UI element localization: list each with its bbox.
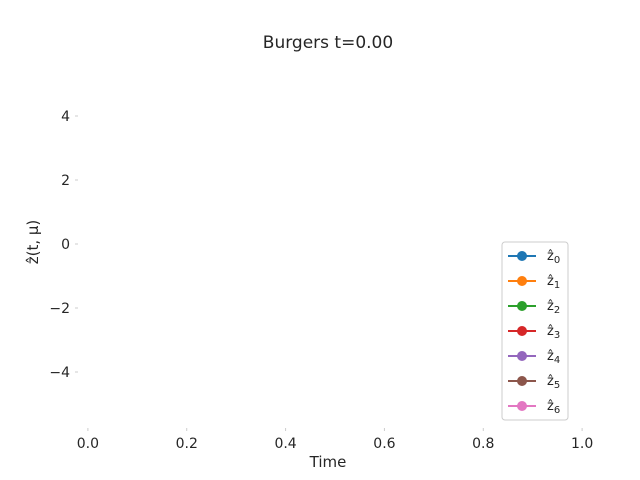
x-tick-label: 0.4 (274, 436, 296, 452)
y-tick-label: 0 (61, 237, 70, 253)
x-tick-label: 1.0 (571, 436, 593, 452)
legend-item: ẑ5 (508, 374, 560, 391)
legend-marker (517, 251, 527, 261)
legend-label: ẑ3 (547, 324, 560, 341)
y-tick-label: 2 (61, 173, 70, 189)
x-axis-ticks: 0.0 0.2 0.4 0.6 0.8 1.0 (77, 428, 593, 452)
legend-item: ẑ6 (508, 399, 560, 416)
x-tick-label: 0.2 (176, 436, 198, 452)
x-axis-label: Time (309, 453, 347, 471)
y-tick-label: −2 (49, 301, 70, 317)
legend-item: ẑ2 (508, 299, 560, 316)
legend-label: ẑ5 (547, 374, 560, 391)
legend-marker (517, 376, 527, 386)
legend-item: ẑ1 (508, 274, 560, 291)
y-axis-ticks: −4 −2 0 2 4 (49, 109, 78, 381)
y-tick-label: −4 (49, 365, 70, 381)
legend-marker (517, 401, 527, 411)
legend-marker (517, 326, 527, 336)
legend-label: ẑ2 (547, 299, 560, 316)
legend: ẑ0 ẑ1 ẑ2 ẑ3 ẑ4 ẑ5 ẑ6 (501, 241, 569, 421)
legend-marker (517, 301, 527, 311)
legend-label: ẑ4 (547, 349, 560, 366)
x-tick-label: 0.6 (373, 436, 395, 452)
legend-item: ẑ4 (508, 349, 560, 366)
y-axis-label: ẑ(t, μ) (24, 220, 42, 265)
legend-label: ẑ1 (547, 274, 560, 291)
legend-label: ẑ6 (547, 399, 560, 416)
y-tick-label: 4 (61, 109, 70, 125)
legend-item: ẑ0 (508, 249, 560, 266)
legend-item: ẑ3 (508, 324, 560, 341)
chart-title: Burgers t=0.00 (263, 33, 393, 53)
x-tick-label: 0.8 (472, 436, 494, 452)
legend-label: ẑ0 (547, 249, 560, 266)
x-tick-label: 0.0 (77, 436, 99, 452)
legend-marker (517, 276, 527, 286)
legend-marker (517, 351, 527, 361)
